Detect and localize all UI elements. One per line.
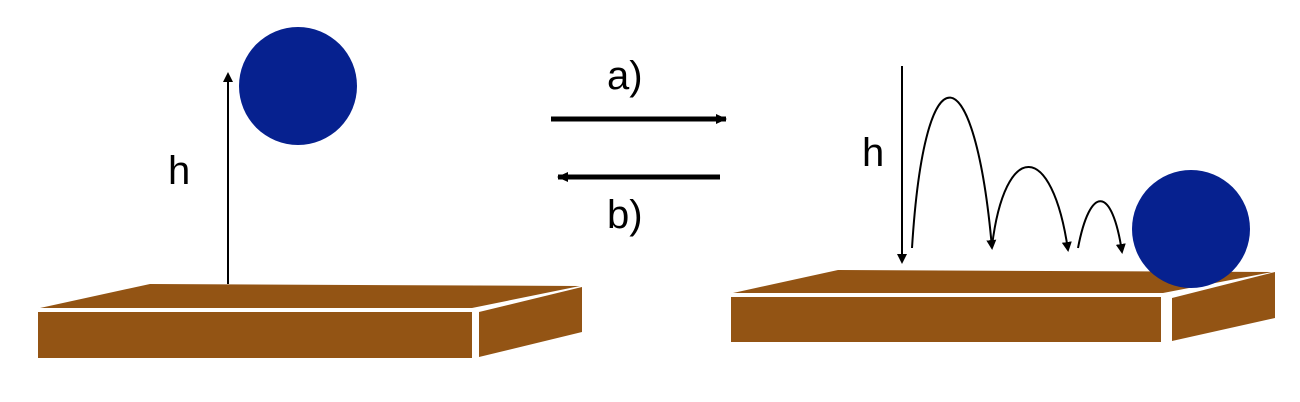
right-slab-top bbox=[733, 270, 1272, 293]
left-height-label: h bbox=[168, 149, 190, 193]
right-ball bbox=[1132, 170, 1250, 288]
left-slab-top bbox=[40, 284, 580, 308]
bounce-trajectory bbox=[911, 96, 1126, 254]
bounce-arc-3 bbox=[1077, 200, 1126, 254]
arrow-backward-label: b) bbox=[607, 193, 643, 237]
left-slab-front-face bbox=[38, 312, 472, 358]
arrow-forward-label: a) bbox=[607, 54, 643, 98]
right-slab-front-face bbox=[731, 297, 1161, 342]
left-ball bbox=[239, 27, 357, 145]
right-slab-right-face bbox=[1172, 272, 1275, 341]
right-slab bbox=[731, 270, 1275, 342]
left-slab bbox=[38, 284, 582, 358]
left-slab-right-face bbox=[479, 287, 582, 357]
bounce-arc-1 bbox=[911, 96, 997, 250]
bounce-arc-2 bbox=[991, 166, 1072, 252]
right-height-label: h bbox=[862, 131, 884, 175]
